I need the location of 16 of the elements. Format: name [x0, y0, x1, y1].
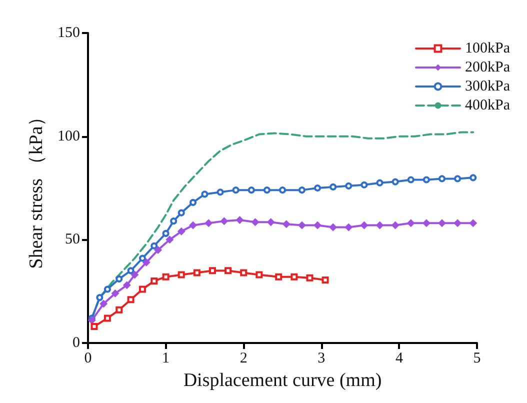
legend-label: 300kPa	[465, 78, 510, 94]
legend-label: 400kPa	[465, 98, 510, 114]
x-tick-label: 2	[240, 350, 248, 366]
x-tick-label: 1	[162, 350, 170, 366]
y-tick-label: 50	[65, 232, 80, 248]
x-tick-label: 5	[473, 350, 481, 366]
x-tick-label: 3	[318, 350, 326, 366]
x-tick-label: 4	[395, 350, 404, 366]
y-axis-title: Shear stress （kPa）	[26, 107, 47, 269]
y-tick-label: 100	[58, 128, 80, 144]
legend-label: 200kPa	[465, 60, 510, 76]
y-tick-label: 0	[72, 335, 80, 351]
y-tick-label: 150	[58, 25, 80, 41]
x-axis-title: Displacement curve (mm)	[183, 370, 382, 391]
x-tick-label: 0	[84, 350, 92, 366]
legend-label: 100kPa	[465, 40, 510, 56]
